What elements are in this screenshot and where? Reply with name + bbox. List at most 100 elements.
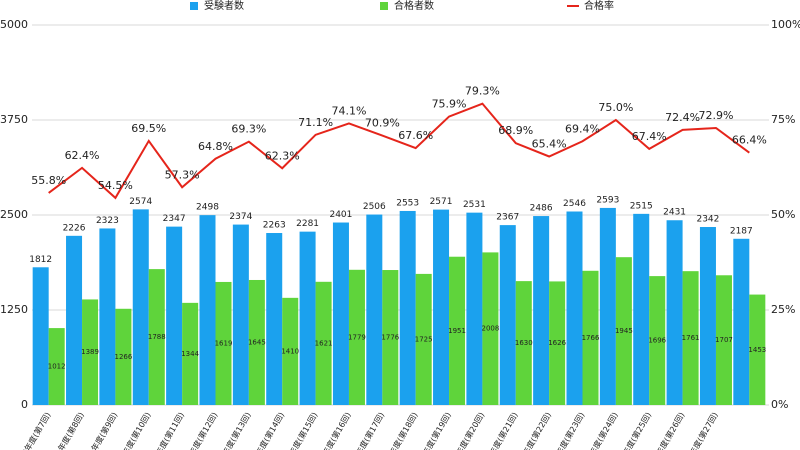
data-label: 2323 bbox=[96, 216, 119, 226]
data-label: 1621 bbox=[315, 339, 333, 347]
data-label: 1266 bbox=[115, 353, 133, 361]
legend-label: 合格者数 bbox=[394, 0, 434, 12]
data-label: 1707 bbox=[715, 336, 733, 344]
y2-tick-label: 75% bbox=[771, 113, 795, 126]
data-label: 2486 bbox=[530, 204, 553, 214]
bar bbox=[466, 212, 483, 405]
line bbox=[48, 102, 750, 200]
bar bbox=[366, 214, 383, 405]
data-label: 1389 bbox=[81, 348, 99, 356]
data-label: 71.1% bbox=[298, 116, 333, 129]
data-label: 1761 bbox=[682, 334, 700, 342]
data-label: 75.0% bbox=[598, 101, 633, 114]
data-label: 1812 bbox=[29, 255, 52, 265]
bar bbox=[682, 271, 699, 405]
data-label: 1410 bbox=[281, 347, 299, 355]
x-tick-label: R7年度(第27回) bbox=[682, 410, 720, 450]
data-label: 66.4% bbox=[732, 134, 767, 147]
data-label: 2401 bbox=[329, 210, 352, 220]
bar bbox=[66, 235, 83, 405]
data-label: 2226 bbox=[63, 223, 86, 233]
data-label: 2367 bbox=[496, 213, 519, 223]
data-label: 2593 bbox=[596, 195, 619, 205]
data-label: 65.4% bbox=[532, 137, 567, 150]
bar bbox=[99, 228, 116, 405]
bar bbox=[132, 209, 149, 405]
data-label: 1951 bbox=[448, 327, 466, 335]
data-label: 67.6% bbox=[398, 129, 433, 142]
bar bbox=[32, 267, 49, 405]
bar bbox=[582, 270, 599, 405]
bar bbox=[449, 256, 466, 405]
data-label: 2374 bbox=[229, 212, 252, 222]
y-tick-label: 0 bbox=[21, 398, 28, 411]
bar bbox=[232, 224, 249, 405]
x-tick-label: R6年度(第26回) bbox=[648, 410, 686, 450]
bar bbox=[666, 220, 683, 405]
y-tick-label: 3750 bbox=[0, 113, 28, 126]
bar bbox=[549, 281, 566, 405]
data-label: 1344 bbox=[181, 350, 199, 358]
bar bbox=[166, 226, 183, 405]
data-label: 57.3% bbox=[165, 168, 200, 181]
bar bbox=[315, 281, 332, 405]
x-tick-label: R4年度(第24回) bbox=[582, 410, 620, 450]
bar bbox=[415, 273, 432, 405]
bar bbox=[215, 281, 232, 405]
y2-tick-label: 0% bbox=[771, 398, 788, 411]
data-label: 2347 bbox=[163, 214, 186, 224]
legend-swatch bbox=[380, 2, 388, 10]
bar bbox=[148, 269, 165, 405]
bar bbox=[382, 270, 399, 405]
bar bbox=[699, 227, 716, 405]
bar bbox=[733, 238, 750, 405]
x-tick-label: H18年度(第8回) bbox=[48, 410, 86, 450]
y-tick-label: 5000 bbox=[0, 18, 28, 31]
data-label: 69.3% bbox=[231, 123, 266, 136]
data-label: 1630 bbox=[515, 339, 533, 347]
bar bbox=[282, 297, 299, 405]
y2-tick-label: 50% bbox=[771, 208, 795, 221]
data-label: 2553 bbox=[396, 198, 419, 208]
data-label: 1012 bbox=[48, 363, 66, 371]
bar bbox=[499, 225, 516, 405]
bar bbox=[715, 275, 732, 405]
data-label: 1696 bbox=[648, 337, 666, 345]
data-label: 2546 bbox=[563, 199, 586, 209]
legend-label: 合格率 bbox=[584, 0, 614, 12]
bar bbox=[115, 308, 132, 405]
bar bbox=[566, 211, 583, 405]
bar bbox=[82, 299, 99, 405]
data-label: 1626 bbox=[548, 339, 566, 347]
bar bbox=[433, 209, 450, 405]
data-label: 2263 bbox=[263, 221, 286, 231]
data-label: 54.5% bbox=[98, 179, 133, 192]
bar bbox=[482, 252, 499, 405]
bar bbox=[182, 302, 199, 405]
data-label: 55.8% bbox=[31, 174, 66, 187]
data-label: 74.1% bbox=[331, 104, 366, 117]
bar bbox=[749, 294, 766, 405]
data-label: 67.4% bbox=[632, 130, 667, 143]
data-label: 2574 bbox=[129, 197, 152, 207]
data-label: 2506 bbox=[363, 202, 386, 212]
data-label: 2498 bbox=[196, 203, 219, 213]
bar bbox=[266, 233, 283, 405]
y2-tick-label: 25% bbox=[771, 303, 795, 316]
data-label: 2187 bbox=[730, 226, 753, 236]
data-label: 1645 bbox=[248, 338, 266, 346]
x-tick-label: R5年度(第25回) bbox=[615, 410, 653, 450]
bar bbox=[332, 222, 349, 405]
data-label: 1776 bbox=[381, 334, 399, 342]
data-label: 2431 bbox=[663, 208, 686, 218]
bar bbox=[199, 215, 216, 405]
data-label: 2342 bbox=[696, 215, 719, 225]
x-tick-label: H19年度(第9回) bbox=[81, 410, 119, 450]
bar bbox=[615, 257, 632, 405]
data-label: 2571 bbox=[430, 197, 453, 207]
bar bbox=[633, 213, 650, 405]
data-label: 75.9% bbox=[432, 98, 467, 111]
data-label: 1766 bbox=[582, 334, 600, 342]
data-label: 2531 bbox=[463, 200, 486, 210]
